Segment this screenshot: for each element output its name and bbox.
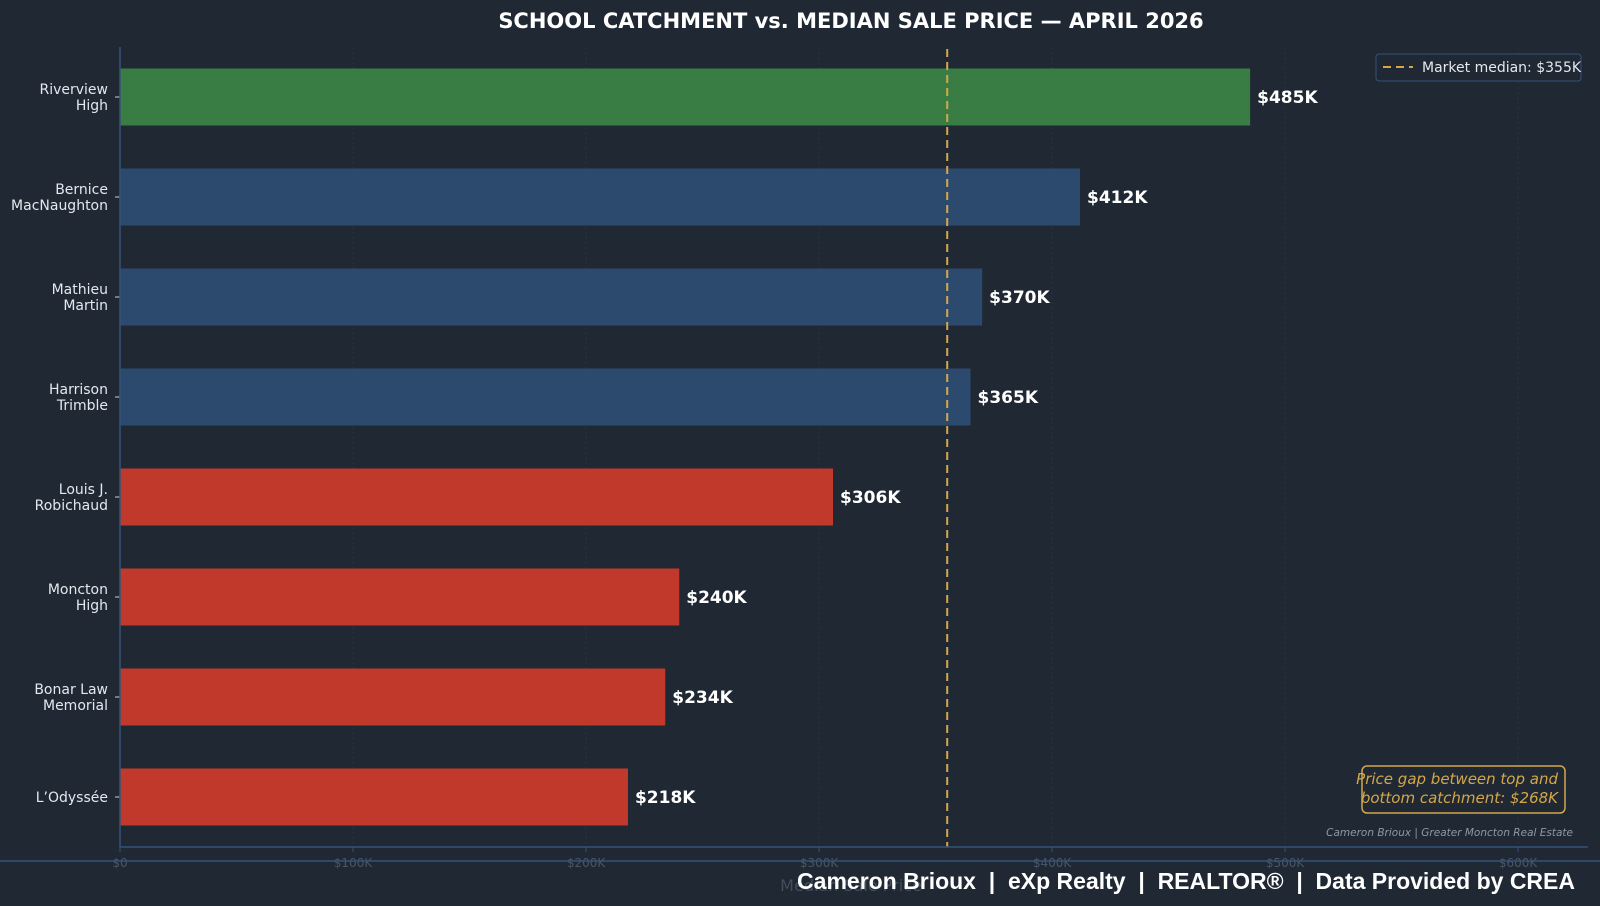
category-label-line: Louis J. <box>59 482 108 498</box>
x-tick-label: $100K <box>334 856 374 870</box>
bar-group: $485K $412K $370K $365K $306K $240K $234K $218K <box>120 68 1318 826</box>
value-label: $412K <box>1087 188 1148 208</box>
x-tick-label: $0 <box>112 856 127 870</box>
bar[interactable] <box>120 168 1081 226</box>
category-label-line: Moncton <box>48 582 108 598</box>
category-label: Louis J. Robichaud <box>35 482 108 514</box>
value-label: $365K <box>978 388 1039 408</box>
chart-credit: Cameron Brioux | Greater Moncton Real Es… <box>1326 827 1573 839</box>
category-label-line: High <box>76 598 108 614</box>
annotation-box <box>1361 765 1566 814</box>
legend-box <box>1375 53 1582 82</box>
bar[interactable] <box>120 668 666 726</box>
grid-lines <box>119 47 1519 847</box>
category-label-line: Bonar Law <box>34 682 108 698</box>
category-label: Harrison Trimble <box>49 382 108 414</box>
bar[interactable] <box>120 468 834 526</box>
value-label: $234K <box>672 688 733 708</box>
x-axis-title: Median Sale Price <box>780 876 922 895</box>
x-tick-label: $600K <box>1499 856 1539 870</box>
category-label-line: High <box>76 98 108 114</box>
chart-title: SCHOOL CATCHMENT vs. MEDIAN SALE PRICE —… <box>498 9 1203 33</box>
category-label-line: L’Odyssée <box>36 790 108 806</box>
x-tick-label: $400K <box>1033 856 1073 870</box>
category-label-line: Harrison <box>49 382 108 398</box>
bar[interactable] <box>120 368 971 426</box>
annotation-line-2: bottom catchment: $268K <box>1361 789 1559 807</box>
category-label: Moncton High <box>48 582 108 614</box>
category-label-line: Robichaud <box>35 498 108 514</box>
x-tick-labels: $0 $100K $200K $300K $400K $500K $600K <box>112 847 1538 870</box>
category-label: Bonar Law Memorial <box>34 682 108 714</box>
x-tick-label: $500K <box>1266 856 1306 870</box>
value-label: $240K <box>686 588 747 608</box>
category-label-line: Martin <box>63 298 108 314</box>
category-label: Mathieu Martin <box>52 282 108 314</box>
category-label-line: MacNaughton <box>11 198 108 214</box>
bar[interactable] <box>120 768 628 826</box>
bar[interactable] <box>120 68 1251 126</box>
value-label: $218K <box>635 788 696 808</box>
value-label: $485K <box>1257 88 1318 108</box>
value-label: $306K <box>840 488 901 508</box>
price-gap-annotation: Price gap between top and bottom catchme… <box>1356 765 1566 814</box>
category-label: L’Odyssée <box>36 790 108 806</box>
category-label: Riverview High <box>39 82 108 114</box>
axes <box>119 47 1588 848</box>
footer-branding: Cameron Brioux | eXp Realty | REALTOR® |… <box>797 868 1575 894</box>
bar[interactable] <box>120 568 680 626</box>
legend[interactable]: Market median: $355K <box>1375 53 1582 82</box>
legend-label: Market median: $355K <box>1422 60 1582 76</box>
category-label-line: Trimble <box>56 398 108 414</box>
category-label-line: Mathieu <box>52 282 108 298</box>
x-tick-label: $300K <box>800 856 840 870</box>
value-label: $370K <box>989 288 1050 308</box>
x-tick-label: $200K <box>567 856 607 870</box>
category-label: Bernice MacNaughton <box>11 182 108 214</box>
annotation-line-1: Price gap between top and <box>1356 770 1558 788</box>
category-label-line: Bernice <box>55 182 108 198</box>
bar[interactable] <box>120 268 983 326</box>
category-label-line: Riverview <box>39 82 108 98</box>
category-label-line: Memorial <box>43 698 108 714</box>
